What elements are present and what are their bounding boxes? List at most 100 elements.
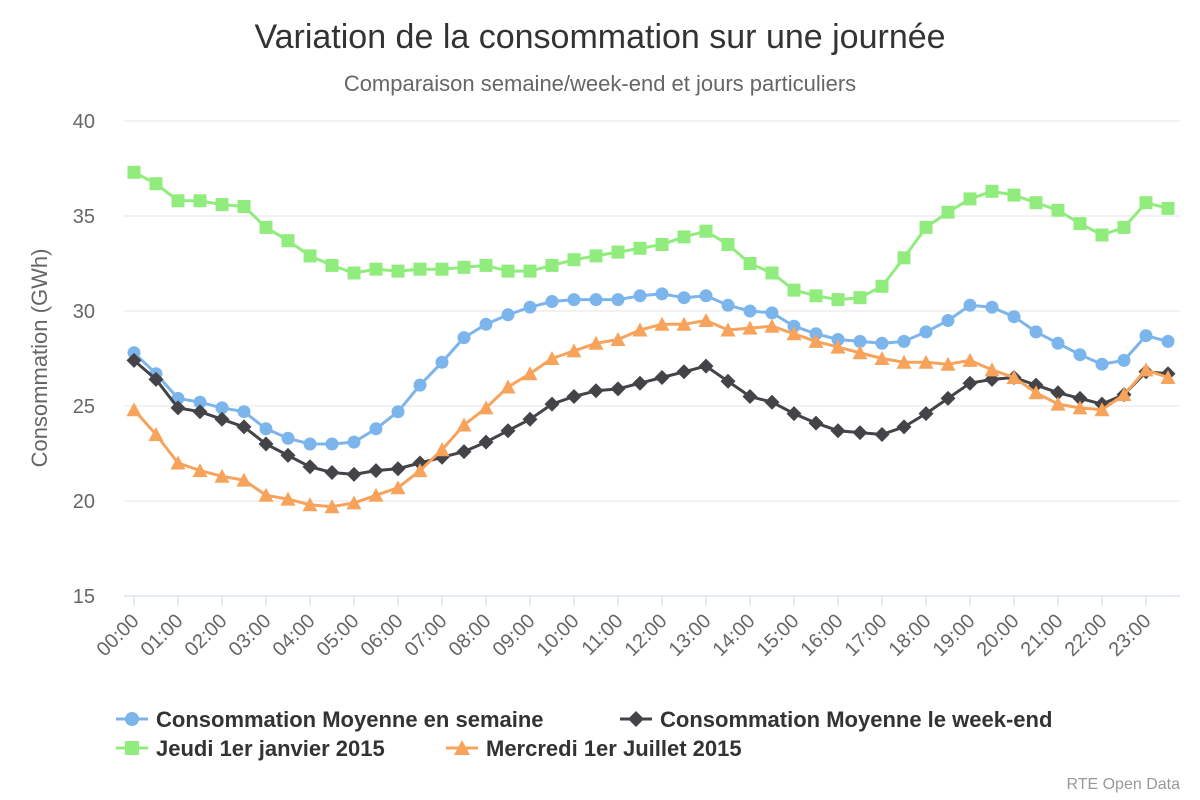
data-point xyxy=(985,184,999,198)
data-point xyxy=(897,334,911,348)
data-point xyxy=(1073,217,1087,231)
y-axis-ticks: 15 20 25 30 35 40 xyxy=(73,111,95,608)
x-tick-label: 10:00 xyxy=(533,610,584,661)
data-point xyxy=(1072,400,1088,415)
data-point xyxy=(830,339,846,354)
legend-item[interactable]: Mercredi 1er Juillet 2015 xyxy=(446,736,742,761)
data-point xyxy=(633,241,647,255)
data-point xyxy=(302,459,318,475)
data-point xyxy=(830,423,846,439)
data-point xyxy=(786,326,802,341)
data-point xyxy=(743,257,757,270)
data-point xyxy=(655,238,669,251)
data-point xyxy=(611,245,625,259)
data-point xyxy=(1117,353,1131,367)
data-point xyxy=(699,289,713,303)
x-tick-label: 23:00 xyxy=(1105,610,1156,661)
data-point xyxy=(1050,385,1066,401)
data-point xyxy=(589,249,603,263)
data-point xyxy=(721,238,735,251)
grid-lines xyxy=(124,120,1180,597)
legend-item[interactable]: Jeudi 1er janvier 2015 xyxy=(116,736,385,761)
data-point xyxy=(809,289,823,303)
data-point xyxy=(545,295,559,308)
data-point xyxy=(765,266,779,280)
data-point xyxy=(391,264,405,278)
y-tick-label: 30 xyxy=(73,301,95,323)
data-point xyxy=(1028,385,1044,400)
data-point xyxy=(567,253,581,267)
data-point xyxy=(126,402,142,417)
data-point xyxy=(1050,396,1066,411)
data-point xyxy=(632,375,648,391)
x-tick-label: 04:00 xyxy=(269,610,320,661)
data-point xyxy=(303,437,317,451)
data-point xyxy=(522,366,538,381)
data-point xyxy=(125,741,139,755)
data-point xyxy=(347,266,361,280)
y-tick-label: 25 xyxy=(73,396,95,418)
data-point xyxy=(610,381,626,397)
data-point xyxy=(853,291,867,305)
data-point xyxy=(875,336,889,350)
data-point xyxy=(258,436,274,452)
data-point xyxy=(940,356,956,371)
data-point xyxy=(456,444,472,460)
data-point xyxy=(522,411,538,427)
x-tick-label: 05:00 xyxy=(313,610,364,661)
data-point xyxy=(742,320,758,335)
data-point xyxy=(435,262,449,276)
data-point xyxy=(500,379,516,394)
x-tick-label: 18:00 xyxy=(885,610,936,661)
legend-item[interactable]: Consommation Moyenne le week-end xyxy=(620,707,1052,732)
data-point xyxy=(940,390,956,406)
data-point xyxy=(281,234,295,248)
data-point xyxy=(985,300,999,314)
data-point xyxy=(501,264,515,278)
data-point xyxy=(236,472,252,487)
x-tick-label: 21:00 xyxy=(1017,610,1068,661)
data-point xyxy=(786,406,802,422)
x-tick-label: 22:00 xyxy=(1061,610,1112,661)
y-tick-label: 35 xyxy=(73,206,95,228)
data-point xyxy=(193,194,207,208)
series-0 xyxy=(127,287,1175,451)
data-point xyxy=(742,389,758,404)
data-point xyxy=(413,378,427,392)
data-point xyxy=(962,352,978,367)
data-point xyxy=(1051,336,1065,350)
data-point xyxy=(390,480,406,495)
data-point xyxy=(1160,370,1176,384)
data-point xyxy=(324,499,340,514)
data-point xyxy=(919,220,933,234)
data-point xyxy=(523,300,537,314)
data-point xyxy=(501,308,515,322)
data-point xyxy=(280,491,296,506)
data-point xyxy=(125,712,139,726)
data-point xyxy=(808,415,824,431)
y-tick-label: 40 xyxy=(73,111,95,133)
x-tick-label: 17:00 xyxy=(841,610,892,661)
data-point xyxy=(984,362,1000,377)
x-tick-label: 06:00 xyxy=(357,610,408,661)
data-point xyxy=(567,293,581,307)
data-point xyxy=(610,332,626,346)
data-point xyxy=(457,331,471,345)
data-point xyxy=(523,264,537,278)
data-point xyxy=(236,419,252,435)
data-point xyxy=(919,325,933,339)
x-tick-label: 00:00 xyxy=(93,610,144,661)
data-point xyxy=(148,427,164,441)
data-point xyxy=(479,258,493,272)
data-point xyxy=(962,375,978,391)
data-point xyxy=(853,334,867,348)
data-point xyxy=(654,370,670,385)
data-point xyxy=(259,220,273,234)
legend-item[interactable]: Consommation Moyenne en semaine xyxy=(116,707,544,732)
data-point xyxy=(809,327,823,341)
data-point xyxy=(852,345,868,360)
data-point xyxy=(1006,370,1022,384)
data-point xyxy=(1139,196,1153,210)
y-tick-label: 20 xyxy=(73,491,95,513)
data-point xyxy=(454,740,470,755)
